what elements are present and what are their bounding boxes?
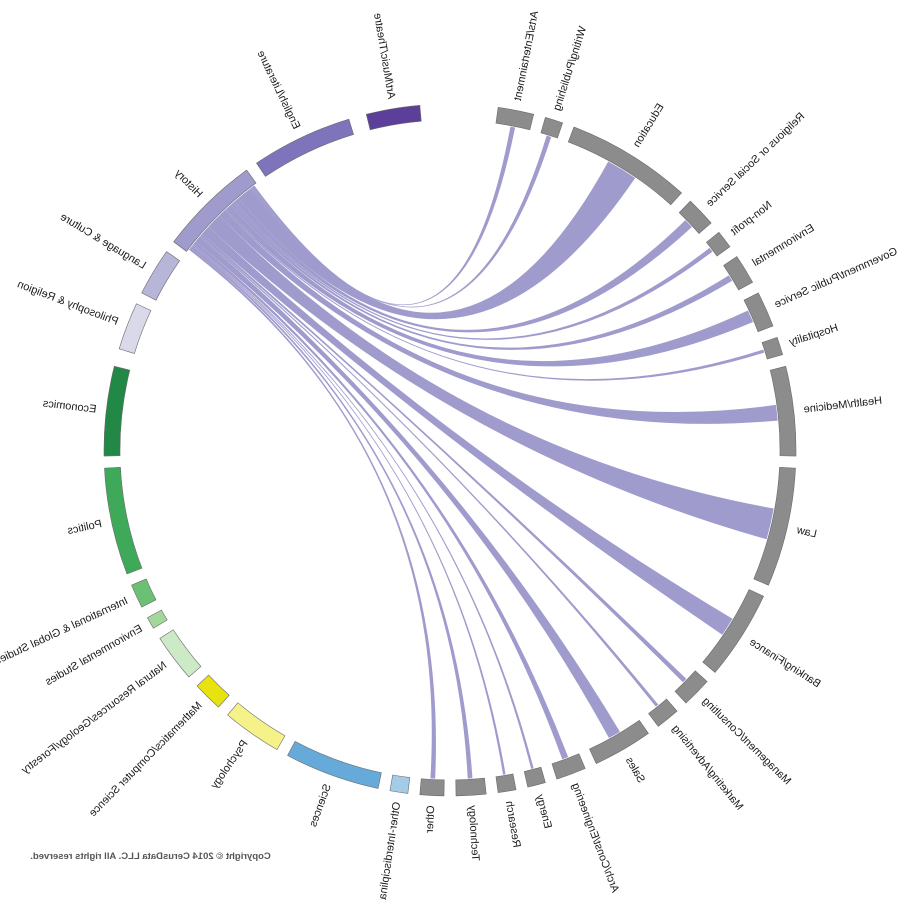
major-label-philosophy-religion: Philosophy & Religion xyxy=(16,278,120,328)
major-arc-mathematics-computer-science[interactable] xyxy=(196,674,230,708)
career-label-technology: Technology xyxy=(466,804,481,861)
major-label-other-interdisciplinary: Other-Interdisciplinary xyxy=(375,801,403,900)
major-arc-sciences[interactable] xyxy=(287,740,382,789)
major-arc-philosophy-religion[interactable] xyxy=(118,303,152,354)
career-label-arch-const-engineering: Arch/Const/Engineering xyxy=(569,781,621,894)
career-arc-sales[interactable] xyxy=(589,719,649,764)
career-arc-religious-or-social-service[interactable] xyxy=(678,200,712,234)
career-arc-marketing-advertising[interactable] xyxy=(648,698,678,727)
major-label-english-literature: English/Literature xyxy=(255,49,303,131)
ribbon-history-to-religious-or-social-service[interactable] xyxy=(234,198,692,333)
major-label-sciences: Sciences xyxy=(307,782,334,829)
career-arc-arch-const-engineering[interactable] xyxy=(551,753,586,780)
career-label-hospitality: Hospitality xyxy=(787,322,839,349)
career-arc-arts-entertainment[interactable] xyxy=(495,107,535,131)
career-arc-law[interactable] xyxy=(753,466,796,586)
major-arc-economics[interactable] xyxy=(103,365,131,457)
career-arc-government-public-service[interactable] xyxy=(743,292,774,333)
career-arc-non-profit[interactable] xyxy=(706,231,731,257)
major-label-art-music-theatre: Art/Music/Theatre xyxy=(371,12,397,100)
major-arc-language-culture[interactable] xyxy=(141,251,181,301)
career-arc-health-medicine[interactable] xyxy=(769,365,797,457)
major-label-international-global-studies: International & Global Studies xyxy=(0,595,130,668)
ribbon-history-to-management-consulting[interactable] xyxy=(200,233,687,683)
major-label-language-culture: Language & Culture xyxy=(58,211,148,272)
career-label-banking-finance: Banking/Finance xyxy=(747,636,823,690)
career-label-writing-publishing: Writing/Publishing xyxy=(551,25,589,112)
career-arc-environmental[interactable] xyxy=(723,256,754,291)
major-arc-politics[interactable] xyxy=(104,466,143,575)
major-arc-art-music-theatre[interactable] xyxy=(365,104,422,131)
career-arc-banking-finance[interactable] xyxy=(702,589,764,673)
major-arc-other-interdisciplinary[interactable] xyxy=(389,774,411,794)
career-label-law: Law xyxy=(796,524,818,540)
major-label-politics: Politics xyxy=(66,518,103,537)
career-label-energy: Energy xyxy=(533,793,553,830)
career-arc-research[interactable] xyxy=(495,773,517,793)
major-label-economics: Economics xyxy=(42,397,97,415)
career-label-sales: Sales xyxy=(623,755,647,785)
major-arc-english-literature[interactable] xyxy=(256,118,354,177)
career-label-arts-entertainment: Arts/Entertainment xyxy=(512,10,541,102)
career-label-religious-or-social-service: Religious or Social Service xyxy=(704,110,807,209)
career-label-government-public-service: Government/Public Service xyxy=(773,245,900,310)
major-arc-environmental-studies[interactable] xyxy=(146,609,168,629)
career-label-health-medicine: Health/Medicine xyxy=(803,395,883,416)
career-arc-writing-publishing[interactable] xyxy=(540,117,564,139)
ribbons-layer xyxy=(188,126,778,779)
ribbon-history-to-banking-finance[interactable] xyxy=(201,226,733,635)
career-arc-education[interactable] xyxy=(567,126,682,206)
major-arc-international-global-studies[interactable] xyxy=(131,578,157,608)
career-label-other: Other xyxy=(424,805,437,833)
major-arc-psychology[interactable] xyxy=(227,702,286,751)
labels-layer: Art/Music/Theatre English/Literature Histo… xyxy=(0,10,899,900)
career-label-environmental: Environmental xyxy=(750,222,816,269)
major-label-history: History xyxy=(172,167,205,200)
arcs-layer xyxy=(103,104,797,797)
career-label-non-profit: Non-profit xyxy=(729,199,775,238)
career-arc-technology[interactable] xyxy=(455,777,487,797)
major-arc-history[interactable] xyxy=(173,169,257,252)
career-label-research: Research xyxy=(503,800,523,848)
copyright-notice: Copyright © 2014 CerusData LLC. All righ… xyxy=(30,851,271,862)
career-arc-other[interactable] xyxy=(419,778,445,797)
career-arc-energy[interactable] xyxy=(523,766,546,788)
major-label-psychology: Psychology xyxy=(208,738,250,791)
ribbon-history-to-law[interactable] xyxy=(208,215,774,540)
ribbon-history-to-arts-entertainment[interactable] xyxy=(252,126,516,306)
ribbon-history-to-education[interactable] xyxy=(238,161,636,320)
career-arc-hospitality[interactable] xyxy=(761,336,783,360)
major-arc-natural-resources-geology-forestry[interactable] xyxy=(159,629,202,678)
career-arc-management-consulting[interactable] xyxy=(674,670,708,704)
career-label-education: Education xyxy=(631,102,667,150)
